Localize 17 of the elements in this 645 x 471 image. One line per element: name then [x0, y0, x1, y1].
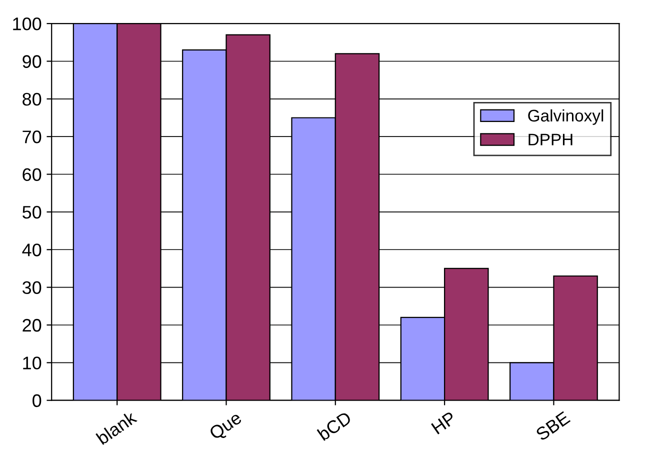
legend-label: Galvinoxyl — [528, 109, 604, 125]
legend-label: DPPH — [528, 134, 572, 146]
y-tick-label: 40 — [22, 244, 42, 256]
y-tick-label: 60 — [22, 168, 42, 181]
y-tick-label: 50 — [22, 206, 42, 219]
x-tick-label: bCD — [316, 410, 352, 441]
x-tick-label: Que — [208, 410, 244, 443]
y-tick-label: 100 — [13, 17, 42, 30]
y-tick-label: 0 — [32, 394, 42, 408]
y-tick-label: 80 — [22, 92, 42, 106]
y-tick-label: 20 — [22, 318, 42, 332]
y-tick-label: 90 — [22, 55, 42, 68]
y-tick-label: 70 — [22, 130, 42, 144]
x-tick-label: HP — [431, 411, 457, 434]
x-tick-label: SBE — [535, 410, 571, 442]
y-tick-label: 30 — [22, 281, 42, 294]
y-tick-label: 10 — [23, 356, 42, 370]
